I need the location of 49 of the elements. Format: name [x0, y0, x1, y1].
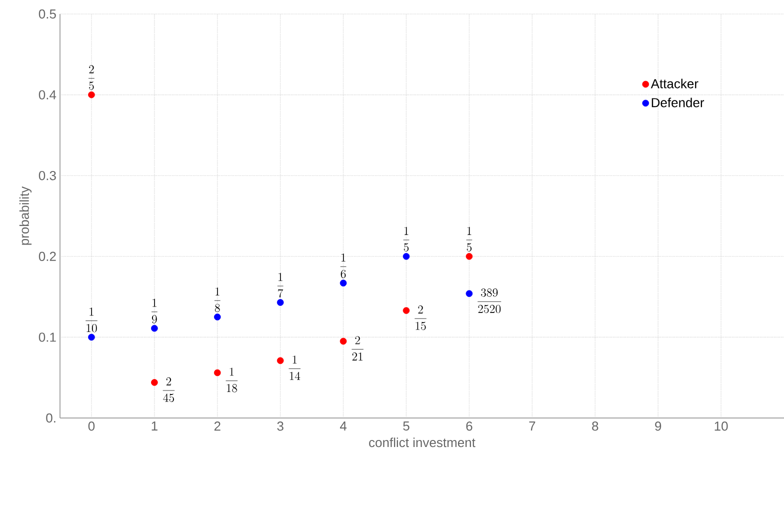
x-tick-label: 5	[403, 422, 410, 431]
x-tick-label: 0	[88, 422, 95, 431]
data-label: $\frac{389}{2520}$	[478, 288, 502, 314]
data-label: $\frac{1}{7}$	[277, 272, 284, 298]
point	[402, 253, 410, 260]
y-tick-label: 0.5	[38, 9, 56, 19]
point	[340, 280, 347, 286]
legend-label: Defender	[652, 98, 704, 108]
data-label: $\frac{2}{45}$	[162, 377, 175, 402]
x-tick-label: 8	[592, 422, 598, 431]
data-label: $\frac{1}{14}$	[288, 356, 301, 380]
y-axis-title: probability	[19, 186, 32, 245]
point	[466, 253, 473, 260]
data-label: $\frac{2}{15}$	[414, 305, 426, 330]
x-axis-title: conflict investment	[369, 438, 476, 448]
point	[214, 314, 221, 320]
data-label: $\frac{1}{10}$	[86, 308, 98, 332]
y-tick-label: 0.	[46, 413, 56, 423]
point	[88, 91, 95, 98]
x-tick-label: 10	[714, 422, 728, 431]
y-tick-label: 0.4	[38, 90, 56, 100]
data-label: $\frac{2}{21}$	[352, 336, 364, 361]
point	[276, 357, 284, 364]
point	[214, 369, 221, 376]
x-tick-label: 6	[466, 422, 472, 431]
x-tick-label: 4	[340, 422, 347, 430]
point	[151, 324, 158, 332]
data-label: $\frac{1}{5}$	[403, 226, 410, 252]
point	[276, 299, 284, 306]
x-tick-label: 3	[277, 422, 284, 431]
data-label: $\frac{1}{5}$	[466, 226, 472, 252]
x-tick-label: 2	[214, 422, 220, 431]
legend-label: Attacker	[650, 78, 698, 88]
x-tick-label: 1	[152, 422, 158, 430]
point	[151, 379, 158, 386]
y-tick-label: 0.2	[38, 252, 56, 261]
data-label: $\frac{1}{8}$	[214, 287, 220, 312]
point	[340, 338, 347, 345]
point	[466, 290, 473, 297]
y-tick-label: 0.1	[38, 332, 56, 342]
point	[88, 334, 95, 341]
point	[402, 307, 410, 314]
data-label: $\frac{2}{5}$	[88, 65, 94, 90]
data-label: $\frac{1}{9}$	[152, 298, 158, 324]
y-tick-label: 0.3	[38, 170, 56, 180]
data-label: $\frac{1}{6}$	[340, 254, 346, 278]
x-tick-label: 9	[655, 422, 662, 431]
x-tick-label: 7	[529, 422, 536, 430]
data-label: $\frac{1}{18}$	[226, 368, 238, 392]
